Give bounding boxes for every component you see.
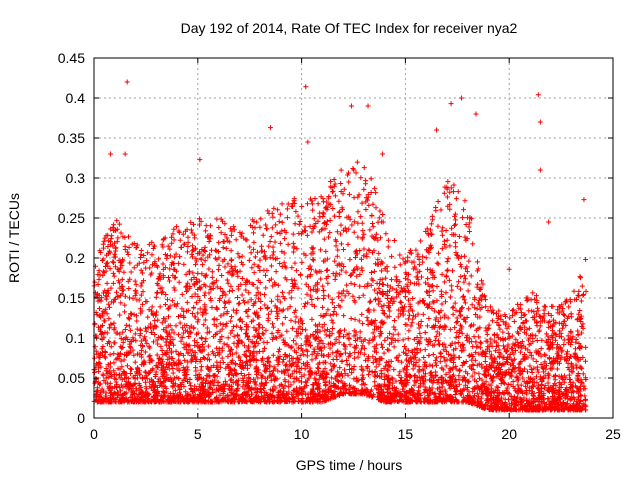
y-tick-label: 0.35	[58, 130, 85, 146]
y-axis-label: ROTI / TECUs	[6, 193, 22, 283]
y-tick-label: 0.15	[58, 290, 85, 306]
roti-spike-point-17	[380, 151, 386, 157]
roti-spike-point-18	[305, 139, 311, 145]
x-tick-label: 5	[194, 426, 202, 442]
y-tick-label: 0.05	[58, 370, 85, 386]
roti-spike-point-8	[458, 95, 464, 101]
x-tick-label: 10	[294, 426, 310, 442]
roti-scatter-points	[91, 159, 589, 413]
x-tick-label: 25	[605, 426, 621, 442]
x-tick-label: 15	[398, 426, 414, 442]
y-tick-label: 0	[77, 410, 85, 426]
y-tick-label: 0.3	[66, 170, 86, 186]
roti-spike-point-11	[535, 92, 541, 98]
roti-spike-point-13	[537, 167, 543, 173]
y-tick-label: 0.2	[66, 250, 86, 266]
roti-spike-point-14	[506, 266, 512, 272]
plot-frame	[93, 57, 614, 419]
y-tick-label: 0.25	[58, 210, 85, 226]
y-tick-label: 0.4	[66, 90, 86, 106]
roti-spike-point-4	[197, 157, 203, 163]
roti-spike-point-1	[303, 84, 309, 90]
y-tick-label: 0.45	[58, 50, 85, 66]
x-tick-label: 0	[90, 426, 98, 442]
x-axis-label: GPS time / hours	[296, 457, 403, 473]
grid-layer	[94, 58, 613, 418]
roti-spike-point-5	[267, 125, 273, 131]
roti-spike-point-12	[537, 119, 543, 125]
roti-spike-point-6	[348, 103, 354, 109]
y-tick-label: 0.1	[66, 330, 86, 346]
roti-spike-point-9	[448, 101, 454, 107]
roti-spike-point-19	[434, 127, 440, 133]
data-points-layer	[91, 79, 589, 413]
roti-spike-point-7	[365, 103, 371, 109]
roti-spike-point-15	[546, 219, 552, 225]
roti-spike-point-2	[122, 151, 128, 157]
ticks-layer: 0 5 10 15 20 25 0 0.05 0.1 0.15 0.2 0.25 0.3 0.35 0.4 0…	[58, 50, 621, 442]
roti-spike-point-10	[473, 111, 479, 117]
roti-spike-point-16	[581, 197, 587, 203]
chart-title: Day 192 of 2014, Rate Of TEC Index for r…	[181, 20, 518, 36]
roti-spike-point-0	[124, 79, 130, 85]
roti-spike-point-3	[108, 151, 114, 157]
x-tick-label: 20	[501, 426, 517, 442]
